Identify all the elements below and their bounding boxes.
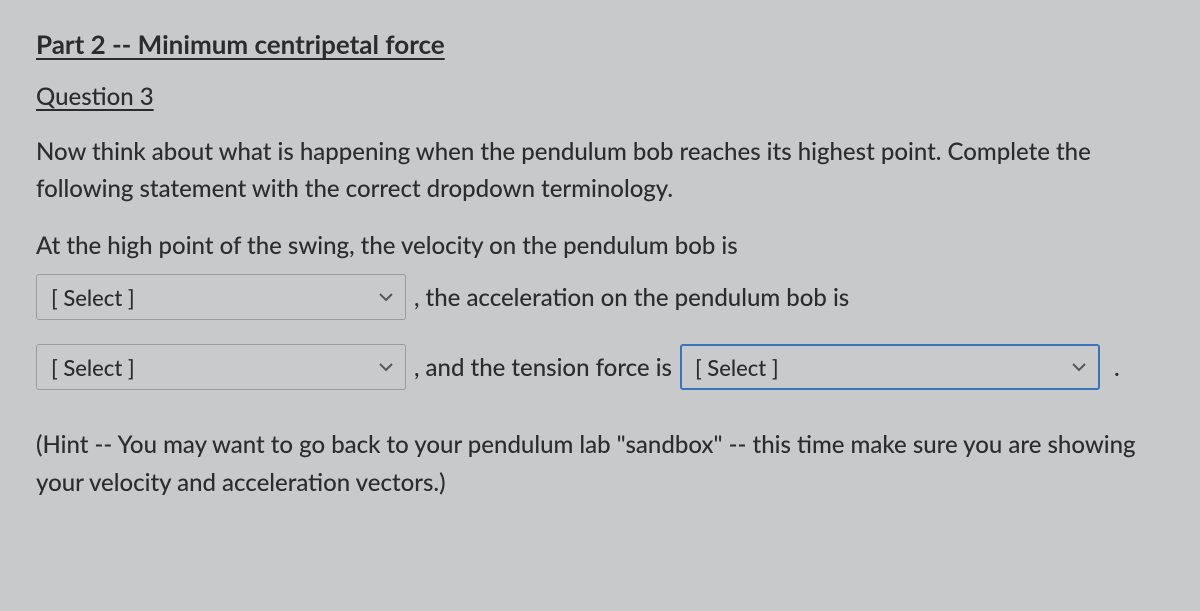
question-label: Question 3 — [36, 82, 1172, 111]
acceleration-select[interactable]: [ Select ] — [36, 344, 406, 390]
fill-row-2: [ Select ] , and the tension force is [ … — [36, 344, 1172, 390]
velocity-select[interactable]: [ Select ] — [36, 274, 406, 320]
part-title: Part 2 -- Minimum centripetal force — [36, 28, 1172, 60]
chevron-down-icon — [379, 292, 393, 302]
fragment-acceleration: , the acceleration on the pendulum bob i… — [414, 283, 849, 312]
hint-text: (Hint -- You may want to go back to your… — [36, 426, 1172, 500]
fill-row-1: [ Select ] , the acceleration on the pen… — [36, 274, 1172, 320]
select-placeholder-label: [ Select ] — [695, 354, 779, 381]
fragment-tension: , and the tension force is — [414, 353, 672, 382]
statement-lead: At the high point of the swing, the velo… — [36, 231, 1172, 260]
question-prompt: Now think about what is happening when t… — [36, 133, 1166, 207]
chevron-down-icon — [1072, 362, 1086, 372]
statement-period: . — [1114, 353, 1120, 382]
select-placeholder-label: [ Select ] — [51, 354, 135, 381]
select-placeholder-label: [ Select ] — [51, 284, 135, 311]
tension-select[interactable]: [ Select ] — [680, 344, 1100, 390]
chevron-down-icon — [379, 362, 393, 372]
